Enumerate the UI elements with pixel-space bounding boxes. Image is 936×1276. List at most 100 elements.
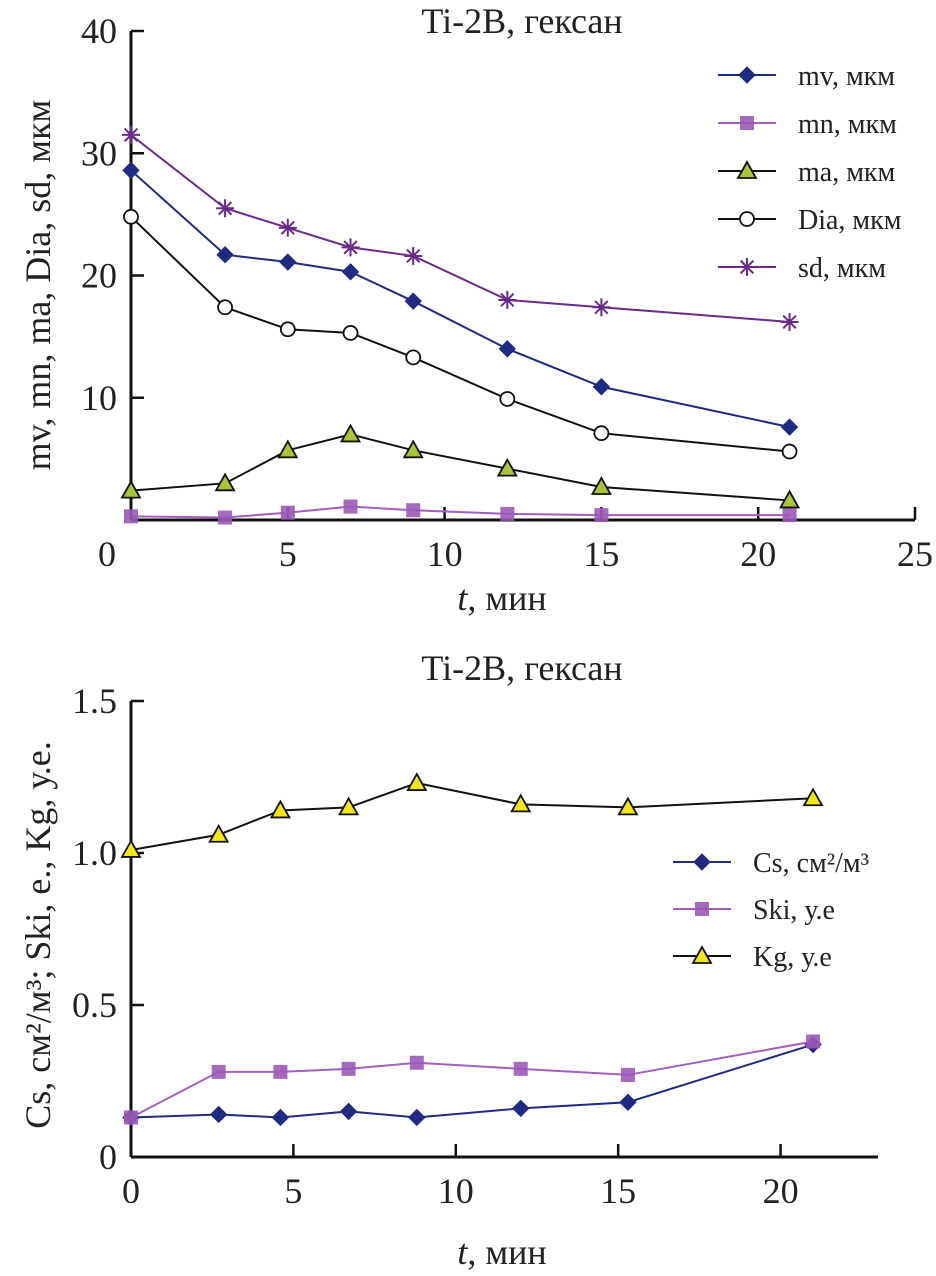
data-point — [338, 796, 360, 816]
data-point — [339, 1102, 358, 1121]
x-axis-label-unit: , мин — [467, 1232, 546, 1272]
legend-marker — [738, 258, 756, 276]
series-line — [130, 782, 814, 851]
x-tick-label: 20 — [763, 1171, 799, 1211]
data-point — [512, 1099, 530, 1118]
data-point — [211, 1064, 226, 1079]
chart-bottom-legend: Cs, см²/м³ Ski, у.е Kg, у.е — [673, 848, 869, 973]
series-ma — [120, 423, 801, 509]
legend-marker — [695, 902, 709, 916]
data-point — [278, 218, 297, 237]
data-point — [408, 1108, 426, 1127]
x-tick-label: 15 — [583, 534, 619, 574]
y-tick-label: 30 — [81, 133, 117, 173]
data-point — [513, 1061, 528, 1076]
legend-item: Ski, у.е — [673, 895, 835, 926]
legend-label: Kg, у.е — [753, 942, 832, 973]
data-point — [802, 787, 824, 807]
legend-item: mn, мкм — [718, 109, 897, 140]
data-point — [592, 378, 611, 396]
data-point — [343, 499, 358, 514]
data-point — [499, 391, 516, 407]
data-point — [216, 246, 234, 264]
data-point — [208, 823, 230, 843]
legend-item: mv, мкм — [718, 61, 895, 92]
data-point — [406, 503, 421, 518]
legend-label: sd, мкм — [798, 253, 886, 284]
chart-bottom-ticks: 0 5 10 15 20 0 0.5 1.0 1.5 — [72, 681, 799, 1211]
data-point — [120, 479, 142, 499]
data-point — [339, 423, 362, 443]
legend-item: sd, мкм — [718, 253, 886, 284]
data-point — [404, 246, 423, 265]
data-point — [218, 510, 233, 525]
y-tick-label: 1.5 — [72, 681, 117, 721]
x-tick-label: 20 — [740, 534, 776, 574]
data-point — [124, 509, 138, 524]
data-point — [498, 340, 517, 358]
y-tick-label: 10 — [81, 378, 117, 418]
legend-marker — [736, 160, 758, 179]
legend-label: Ski, у.е — [753, 895, 835, 926]
legend-item: Kg, у.е — [673, 942, 832, 973]
data-point — [341, 238, 360, 257]
series-ski — [124, 1034, 821, 1125]
data-point — [594, 508, 609, 523]
series-line — [130, 134, 790, 323]
data-point — [409, 1055, 424, 1070]
chart-bottom-y-axis-label: Cs, см²/м³; Ski, e., Kg, у.е. — [18, 741, 58, 1129]
legend-marker — [691, 945, 713, 964]
y-tick-label: 40 — [81, 11, 117, 51]
data-point — [780, 418, 799, 436]
x-tick-label: 5 — [284, 1171, 302, 1211]
data-point — [402, 439, 424, 459]
series-mv — [122, 161, 799, 436]
data-point — [406, 772, 428, 791]
data-point — [279, 321, 296, 338]
data-point — [342, 325, 359, 341]
x-axis-label-unit: , мин — [467, 578, 546, 618]
y-tick-label: 20 — [81, 256, 117, 296]
chart-top-x-axis-label: t, мин — [457, 578, 546, 618]
legend-label: ma, мкм — [798, 157, 896, 188]
data-point — [782, 508, 797, 523]
x-tick-label: 0 — [98, 534, 116, 574]
data-point — [120, 839, 142, 858]
x-tick-label: 0 — [122, 1171, 140, 1211]
data-point — [216, 199, 235, 218]
x-tick-label: 5 — [279, 534, 297, 574]
legend-label: Cs, см²/м³ — [753, 848, 869, 879]
data-point — [806, 1034, 821, 1049]
legend-label: mv, мкм — [798, 61, 895, 92]
y-tick-label: 1.0 — [72, 833, 117, 873]
series-cs — [122, 1035, 822, 1127]
series-sd — [122, 125, 799, 331]
y-tick-label: 0 — [99, 1137, 117, 1177]
data-point — [510, 793, 532, 813]
data-point — [780, 312, 799, 331]
chart-bottom: Ti-2B, гексан Cs, см²/м³; Ski, e., Kg, у… — [18, 648, 878, 1272]
x-axis-label-variable: t — [457, 578, 468, 618]
chart-top-title: Ti-2B, гексан — [421, 1, 622, 41]
data-point — [122, 161, 140, 180]
data-point — [123, 208, 139, 225]
chart-bottom-x-axis-label: t, мин — [457, 1232, 546, 1272]
chart-top-legend: mv, мкм mn, мкм ma, мкм Dia, мкм sd, мкм — [718, 61, 902, 284]
series-mn — [124, 499, 797, 525]
chart-top-y-axis-label: mv, mn, ma, Dia, sd, мкм — [18, 100, 58, 471]
data-point — [405, 349, 422, 366]
data-point — [500, 506, 515, 521]
data-point — [341, 1061, 356, 1076]
data-point — [779, 489, 801, 509]
data-point — [404, 292, 422, 310]
data-point — [280, 505, 295, 520]
data-point — [498, 290, 517, 309]
series-dia — [123, 208, 798, 460]
data-point — [341, 263, 360, 281]
legend-label: Dia, мкм — [798, 205, 902, 236]
series-line — [130, 1040, 814, 1119]
legend-label: mn, мкм — [798, 109, 897, 140]
series-line — [130, 216, 790, 453]
y-tick-label: 0.5 — [72, 985, 117, 1025]
